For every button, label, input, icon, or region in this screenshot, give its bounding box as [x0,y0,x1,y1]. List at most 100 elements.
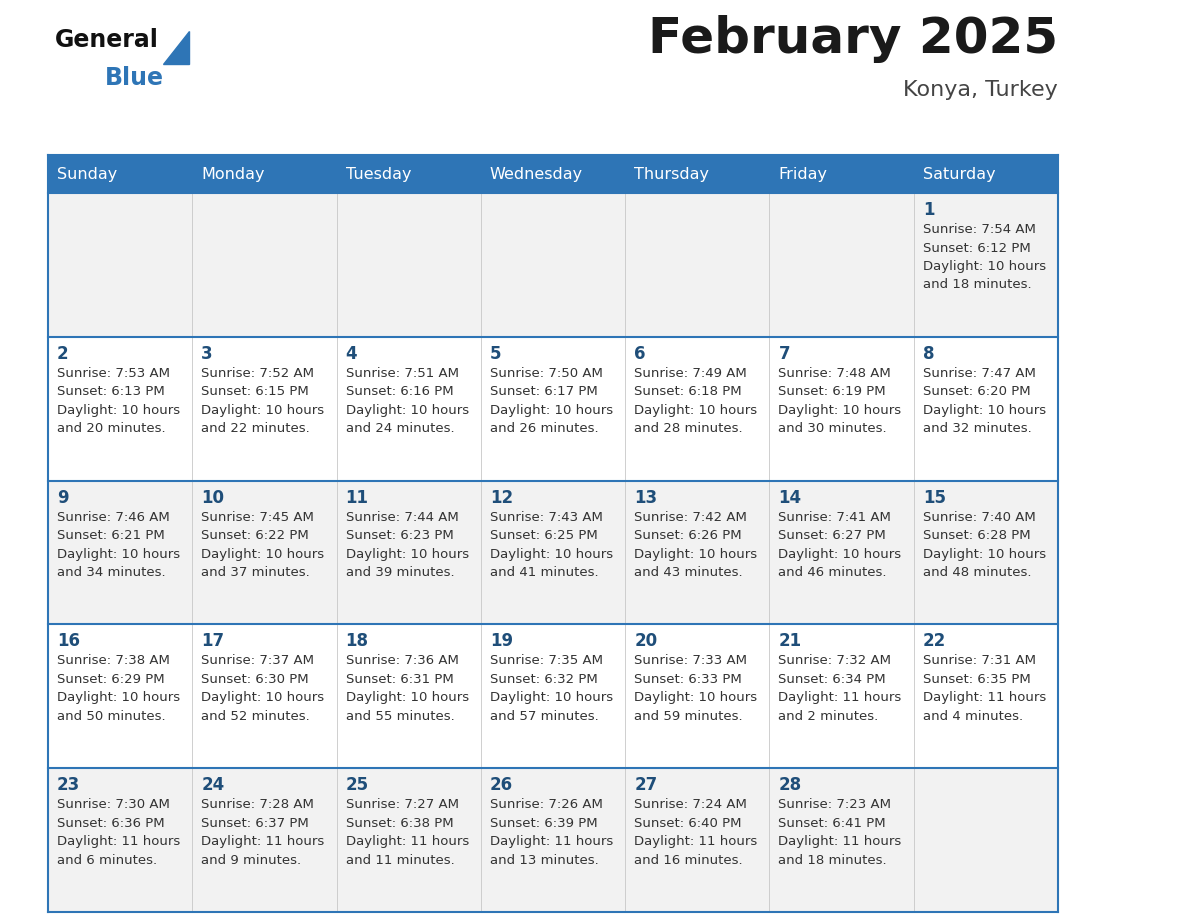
Text: 25: 25 [346,777,368,794]
Text: Sunset: 6:27 PM: Sunset: 6:27 PM [778,529,886,543]
Bar [192,193,336,337]
Text: and 18 minutes.: and 18 minutes. [778,854,887,867]
Bar [914,193,1059,337]
Bar [770,193,914,337]
Text: Sunrise: 7:24 AM: Sunrise: 7:24 AM [634,798,747,812]
Bar [914,624,1059,768]
Text: and 9 minutes.: and 9 minutes. [201,854,302,867]
Text: Daylight: 11 hours: Daylight: 11 hours [778,691,902,704]
Text: Sunrise: 7:54 AM: Sunrise: 7:54 AM [923,223,1036,236]
Text: 22: 22 [923,633,946,650]
Bar [770,337,914,481]
Text: 16: 16 [57,633,80,650]
Text: Sunrise: 7:47 AM: Sunrise: 7:47 AM [923,367,1036,380]
Text: and 26 minutes.: and 26 minutes. [489,422,599,435]
Text: Daylight: 11 hours: Daylight: 11 hours [57,835,181,848]
Text: and 4 minutes.: and 4 minutes. [923,710,1023,722]
Text: Sunset: 6:17 PM: Sunset: 6:17 PM [489,386,598,398]
Text: and 46 minutes.: and 46 minutes. [778,566,887,579]
Text: Sunrise: 7:33 AM: Sunrise: 7:33 AM [634,655,747,667]
Text: Sunset: 6:18 PM: Sunset: 6:18 PM [634,386,741,398]
Text: Sunrise: 7:43 AM: Sunrise: 7:43 AM [489,510,602,523]
Text: Sunrise: 7:51 AM: Sunrise: 7:51 AM [346,367,459,380]
Text: Sunset: 6:34 PM: Sunset: 6:34 PM [778,673,886,686]
Text: 17: 17 [201,633,225,650]
Bar [914,155,1059,193]
Text: Sunrise: 7:26 AM: Sunrise: 7:26 AM [489,798,602,812]
Text: Daylight: 10 hours: Daylight: 10 hours [489,691,613,704]
Text: Daylight: 10 hours: Daylight: 10 hours [201,404,324,417]
Bar [625,481,770,624]
Text: 24: 24 [201,777,225,794]
Text: Daylight: 10 hours: Daylight: 10 hours [346,548,469,561]
Text: Daylight: 10 hours: Daylight: 10 hours [923,548,1045,561]
Text: Sunrise: 7:48 AM: Sunrise: 7:48 AM [778,367,891,380]
Text: Sunset: 6:37 PM: Sunset: 6:37 PM [201,817,309,830]
Text: 14: 14 [778,488,802,507]
Bar [48,768,192,912]
Text: Sunrise: 7:49 AM: Sunrise: 7:49 AM [634,367,747,380]
Text: February 2025: February 2025 [647,15,1059,63]
Text: Sunset: 6:15 PM: Sunset: 6:15 PM [201,386,309,398]
Text: Blue: Blue [105,66,164,90]
Text: Daylight: 10 hours: Daylight: 10 hours [923,404,1045,417]
Bar [481,155,625,193]
Text: and 57 minutes.: and 57 minutes. [489,710,599,722]
Text: Sunrise: 7:42 AM: Sunrise: 7:42 AM [634,510,747,523]
Text: and 13 minutes.: and 13 minutes. [489,854,599,867]
Text: 2: 2 [57,345,69,363]
Bar [48,481,192,624]
Bar [625,768,770,912]
Bar [770,481,914,624]
Polygon shape [163,31,189,64]
Bar [625,193,770,337]
Text: 15: 15 [923,488,946,507]
Text: Monday: Monday [201,166,265,182]
Text: Daylight: 10 hours: Daylight: 10 hours [778,548,902,561]
Text: 9: 9 [57,488,69,507]
Text: Sunset: 6:33 PM: Sunset: 6:33 PM [634,673,741,686]
Text: Daylight: 10 hours: Daylight: 10 hours [346,404,469,417]
Text: and 16 minutes.: and 16 minutes. [634,854,742,867]
Text: 18: 18 [346,633,368,650]
Text: Sunset: 6:26 PM: Sunset: 6:26 PM [634,529,741,543]
Text: Sunrise: 7:41 AM: Sunrise: 7:41 AM [778,510,891,523]
Text: and 50 minutes.: and 50 minutes. [57,710,165,722]
Bar [192,768,336,912]
Text: Daylight: 11 hours: Daylight: 11 hours [346,835,469,848]
Text: Daylight: 10 hours: Daylight: 10 hours [634,548,757,561]
Text: 11: 11 [346,488,368,507]
Text: and 2 minutes.: and 2 minutes. [778,710,879,722]
Text: 13: 13 [634,488,657,507]
Text: Sunrise: 7:40 AM: Sunrise: 7:40 AM [923,510,1036,523]
Text: and 48 minutes.: and 48 minutes. [923,566,1031,579]
Text: 20: 20 [634,633,657,650]
Text: and 43 minutes.: and 43 minutes. [634,566,742,579]
Text: Sunset: 6:12 PM: Sunset: 6:12 PM [923,241,1030,254]
Text: 1: 1 [923,201,934,219]
Bar [48,624,192,768]
Bar [336,337,481,481]
Text: Daylight: 10 hours: Daylight: 10 hours [57,548,181,561]
Text: Sunrise: 7:30 AM: Sunrise: 7:30 AM [57,798,170,812]
Text: Sunrise: 7:53 AM: Sunrise: 7:53 AM [57,367,170,380]
Text: 3: 3 [201,345,213,363]
Text: Daylight: 10 hours: Daylight: 10 hours [201,691,324,704]
Bar [48,155,192,193]
Text: Sunset: 6:13 PM: Sunset: 6:13 PM [57,386,165,398]
Text: and 24 minutes.: and 24 minutes. [346,422,454,435]
Text: 5: 5 [489,345,501,363]
Text: and 32 minutes.: and 32 minutes. [923,422,1031,435]
Text: Sunset: 6:25 PM: Sunset: 6:25 PM [489,529,598,543]
Bar [481,193,625,337]
Text: Daylight: 10 hours: Daylight: 10 hours [489,404,613,417]
Text: 6: 6 [634,345,645,363]
Bar [481,481,625,624]
Text: Sunrise: 7:44 AM: Sunrise: 7:44 AM [346,510,459,523]
Text: and 34 minutes.: and 34 minutes. [57,566,165,579]
Text: 10: 10 [201,488,225,507]
Text: Sunset: 6:23 PM: Sunset: 6:23 PM [346,529,454,543]
Bar [481,768,625,912]
Text: Sunset: 6:16 PM: Sunset: 6:16 PM [346,386,453,398]
Text: and 59 minutes.: and 59 minutes. [634,710,742,722]
